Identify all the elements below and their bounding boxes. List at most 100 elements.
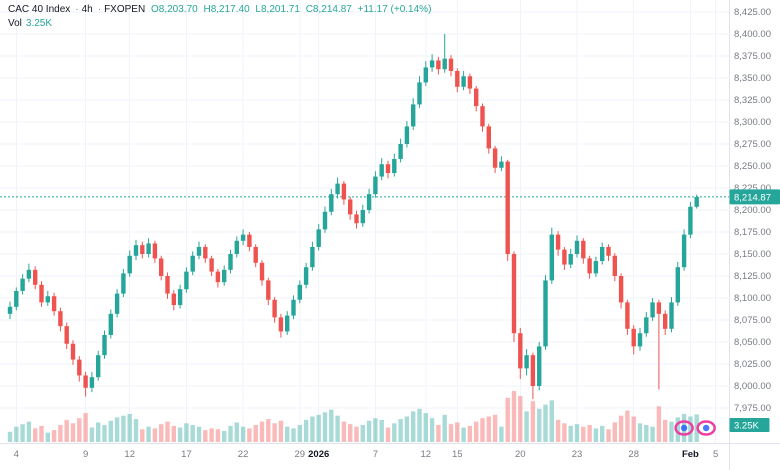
volume-bar	[146, 426, 151, 442]
candle-body	[89, 377, 95, 388]
candle-body	[404, 126, 410, 144]
volume-bar	[215, 429, 221, 442]
volume-bar	[499, 426, 504, 442]
price-tick-label: 8,300.00	[734, 117, 771, 128]
time-tick-label: 2026	[308, 449, 329, 460]
volume-bar	[58, 425, 63, 442]
volume-bar	[398, 419, 403, 442]
candle-body	[637, 333, 643, 347]
volume-bar	[140, 429, 145, 442]
price-axis[interactable]: 8,425.00 8,400.00 8,375.00 8,350.00 8,325.00…	[734, 7, 771, 414]
volume-bar	[568, 425, 573, 442]
price-tick-label: 8,250.00	[734, 161, 771, 172]
candle-body	[291, 299, 296, 316]
candle-body	[681, 234, 687, 268]
candle-body	[486, 126, 491, 149]
volume-bar	[259, 421, 265, 442]
volume-bar	[492, 414, 498, 442]
separator-dot: ·	[75, 4, 79, 15]
candle-body	[392, 158, 397, 174]
candle-body	[581, 240, 586, 259]
change-value: +11.17 (+0.14%)	[357, 4, 432, 15]
volume-bar	[121, 415, 126, 442]
volume-bar	[581, 426, 586, 442]
candle-body	[171, 293, 176, 306]
circle-annotation[interactable]	[696, 420, 716, 436]
volume-bar	[373, 418, 378, 442]
candle-body	[77, 359, 82, 376]
time-axis[interactable]: 4 9 12 17 22 29 2026 7 12 15 20 23 28 Feb 5	[14, 449, 719, 460]
candle-body	[411, 104, 416, 127]
time-tick-label: 4	[14, 449, 19, 460]
volume-bar	[637, 423, 643, 442]
last-volume-label: 3.25K	[729, 418, 770, 432]
grid-layer	[0, 0, 730, 444]
candle-body	[316, 229, 321, 247]
volume-bar	[14, 426, 19, 442]
price-tick-label: 8,325.00	[734, 95, 771, 106]
symbol-title[interactable]: CAC 40 Index	[8, 4, 71, 15]
volume-bar	[228, 425, 233, 442]
volume-bar	[165, 421, 170, 442]
volume-bar	[108, 420, 113, 442]
annotation-markers[interactable]	[674, 420, 716, 436]
volume-bar	[511, 391, 517, 442]
volume-bar	[133, 419, 139, 442]
price-tick-label: 8,375.00	[734, 51, 771, 62]
candle-body	[70, 343, 76, 360]
volume-bar	[322, 412, 328, 442]
volume-bar	[518, 396, 523, 442]
volume-bar	[171, 425, 176, 442]
candle-body	[127, 255, 132, 274]
volume-bar	[423, 413, 428, 442]
price-tick-label: 8,225.00	[734, 183, 771, 194]
volume-bar	[45, 432, 50, 442]
candle-body	[505, 161, 510, 254]
volume-bar	[555, 419, 561, 442]
circle-annotation[interactable]	[674, 420, 694, 436]
volume-bar	[247, 428, 252, 442]
candle-body	[555, 234, 561, 250]
volume-bar	[39, 425, 44, 442]
volume-bar	[184, 423, 189, 442]
price-tick-label: 8,350.00	[734, 73, 771, 84]
volume-bar	[209, 428, 214, 442]
candle-body	[511, 254, 517, 334]
volume-bar	[448, 424, 454, 442]
time-tick-label: 5	[713, 449, 718, 460]
volume-bar	[455, 422, 460, 442]
volume-bar	[96, 422, 101, 442]
time-tick-label: 17	[181, 449, 192, 460]
price-tick-label: 8,100.00	[734, 293, 771, 304]
volume-bar	[316, 414, 321, 442]
volume-bar	[379, 419, 384, 442]
volume-bar	[253, 425, 258, 442]
candle-body	[297, 284, 302, 300]
volume-bar	[114, 417, 120, 442]
candle-body	[45, 296, 50, 303]
volume-bar	[303, 419, 309, 442]
candle-body	[203, 246, 208, 259]
candle-body	[593, 261, 599, 274]
volume-bar	[297, 425, 302, 442]
interval-label[interactable]: 4h	[81, 4, 93, 15]
price-tick-label: 8,125.00	[734, 271, 771, 282]
candle-body	[140, 245, 145, 254]
time-tick-label: 12	[421, 449, 432, 460]
time-tick-label: 9	[83, 449, 88, 460]
candle-body	[33, 269, 38, 285]
candle-body	[675, 267, 680, 303]
volume-bar	[530, 401, 536, 442]
volume-bar	[341, 421, 347, 442]
candle-body	[83, 375, 88, 388]
candle-body	[234, 240, 239, 254]
candle-body	[669, 302, 674, 329]
candle-body	[656, 302, 662, 314]
volume-bar	[196, 426, 202, 442]
candle-body	[121, 273, 126, 294]
price-tick-label: 8,175.00	[734, 227, 771, 238]
candle-body	[228, 254, 233, 270]
candle-body	[429, 60, 435, 68]
